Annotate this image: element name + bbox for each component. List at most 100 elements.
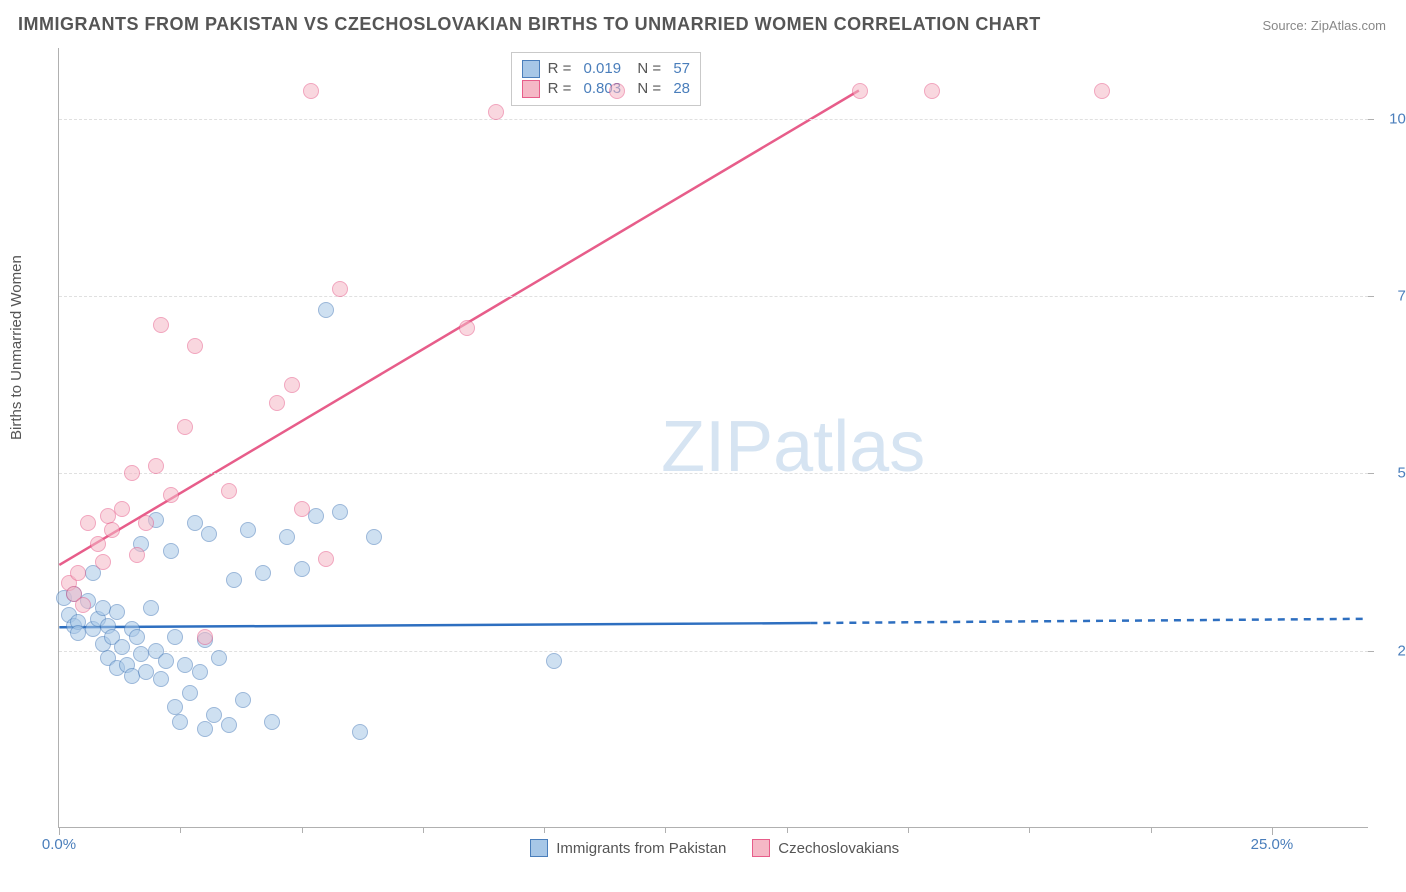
x-tick-minor [180, 827, 181, 833]
legend-swatch [522, 60, 540, 78]
legend-n-label: N = [629, 80, 665, 97]
y-tick [1368, 651, 1374, 652]
data-point [318, 551, 334, 567]
y-axis-label: Births to Unmarried Women [8, 255, 25, 440]
data-point [255, 565, 271, 581]
data-point [1094, 83, 1110, 99]
data-point [226, 572, 242, 588]
x-tick-major [1272, 827, 1273, 835]
data-point [187, 338, 203, 354]
gridline-h [59, 473, 1368, 474]
gridline-h [59, 651, 1368, 652]
data-point [158, 653, 174, 669]
data-point [148, 458, 164, 474]
y-tick [1368, 119, 1374, 120]
data-point [488, 104, 504, 120]
data-point [70, 565, 86, 581]
data-point [264, 714, 280, 730]
x-tick-label: 25.0% [1251, 836, 1294, 853]
data-point [104, 522, 120, 538]
data-point [269, 395, 285, 411]
legend-r-label: R = [548, 60, 576, 77]
data-point [284, 377, 300, 393]
legend-stats-row: R = 0.803 N = 28 [522, 80, 690, 98]
x-tick-major [59, 827, 60, 835]
data-point [95, 554, 111, 570]
data-point [109, 604, 125, 620]
data-point [129, 547, 145, 563]
data-point [240, 522, 256, 538]
data-point [221, 483, 237, 499]
legend-n-value: 28 [673, 80, 690, 97]
data-point [75, 597, 91, 613]
x-tick-minor [302, 827, 303, 833]
legend-series: Immigrants from Pakistan Czechoslovakians [530, 839, 899, 857]
legend-series-item: Czechoslovakians [752, 839, 899, 857]
chart-title: IMMIGRANTS FROM PAKISTAN VS CZECHOSLOVAK… [18, 14, 1041, 35]
source-label: Source: ZipAtlas.com [1262, 18, 1386, 33]
data-point [197, 721, 213, 737]
data-point [114, 639, 130, 655]
legend-swatch [752, 839, 770, 857]
legend-r-label: R = [548, 80, 576, 97]
trendline [810, 619, 1367, 623]
y-tick-label: 50.0% [1397, 465, 1406, 482]
data-point [235, 692, 251, 708]
data-point [177, 419, 193, 435]
data-point [197, 629, 213, 645]
y-tick [1368, 296, 1374, 297]
plot-area: ZIPatlas R = 0.019 N = 57R = 0.803 N = 2… [58, 48, 1368, 828]
data-point [192, 664, 208, 680]
data-point [70, 625, 86, 641]
data-point [303, 83, 319, 99]
data-point [366, 529, 382, 545]
legend-series-label: Czechoslovakians [778, 840, 899, 857]
legend-r-value: 0.019 [584, 60, 622, 77]
data-point [153, 317, 169, 333]
y-tick [1368, 473, 1374, 474]
gridline-h [59, 119, 1368, 120]
data-point [308, 508, 324, 524]
data-point [133, 646, 149, 662]
x-tick-minor [665, 827, 666, 833]
trendlines-layer [59, 48, 1368, 827]
data-point [182, 685, 198, 701]
data-point [459, 320, 475, 336]
data-point [609, 83, 625, 99]
data-point [163, 543, 179, 559]
x-tick-minor [544, 827, 545, 833]
trendline [59, 623, 810, 627]
data-point [294, 561, 310, 577]
x-tick-minor [908, 827, 909, 833]
data-point [924, 83, 940, 99]
legend-stats-row: R = 0.019 N = 57 [522, 60, 690, 78]
data-point [352, 724, 368, 740]
y-tick-label: 25.0% [1397, 642, 1406, 659]
data-point [129, 629, 145, 645]
legend-n-value: 57 [673, 60, 690, 77]
data-point [332, 281, 348, 297]
data-point [80, 515, 96, 531]
y-tick-label: 100.0% [1389, 110, 1406, 127]
data-point [163, 487, 179, 503]
y-tick-label: 75.0% [1397, 288, 1406, 305]
data-point [201, 526, 217, 542]
data-point [279, 529, 295, 545]
data-point [294, 501, 310, 517]
x-tick-minor [1029, 827, 1030, 833]
data-point [124, 465, 140, 481]
data-point [206, 707, 222, 723]
x-tick-minor [423, 827, 424, 833]
data-point [546, 653, 562, 669]
data-point [172, 714, 188, 730]
data-point [138, 515, 154, 531]
legend-n-label: N = [629, 60, 665, 77]
legend-stats: R = 0.019 N = 57 R = 0.803 N = 28 [511, 52, 701, 106]
data-point [114, 501, 130, 517]
data-point [332, 504, 348, 520]
legend-series-item: Immigrants from Pakistan [530, 839, 726, 857]
data-point [852, 83, 868, 99]
data-point [221, 717, 237, 733]
gridline-h [59, 296, 1368, 297]
legend-series-label: Immigrants from Pakistan [556, 840, 726, 857]
